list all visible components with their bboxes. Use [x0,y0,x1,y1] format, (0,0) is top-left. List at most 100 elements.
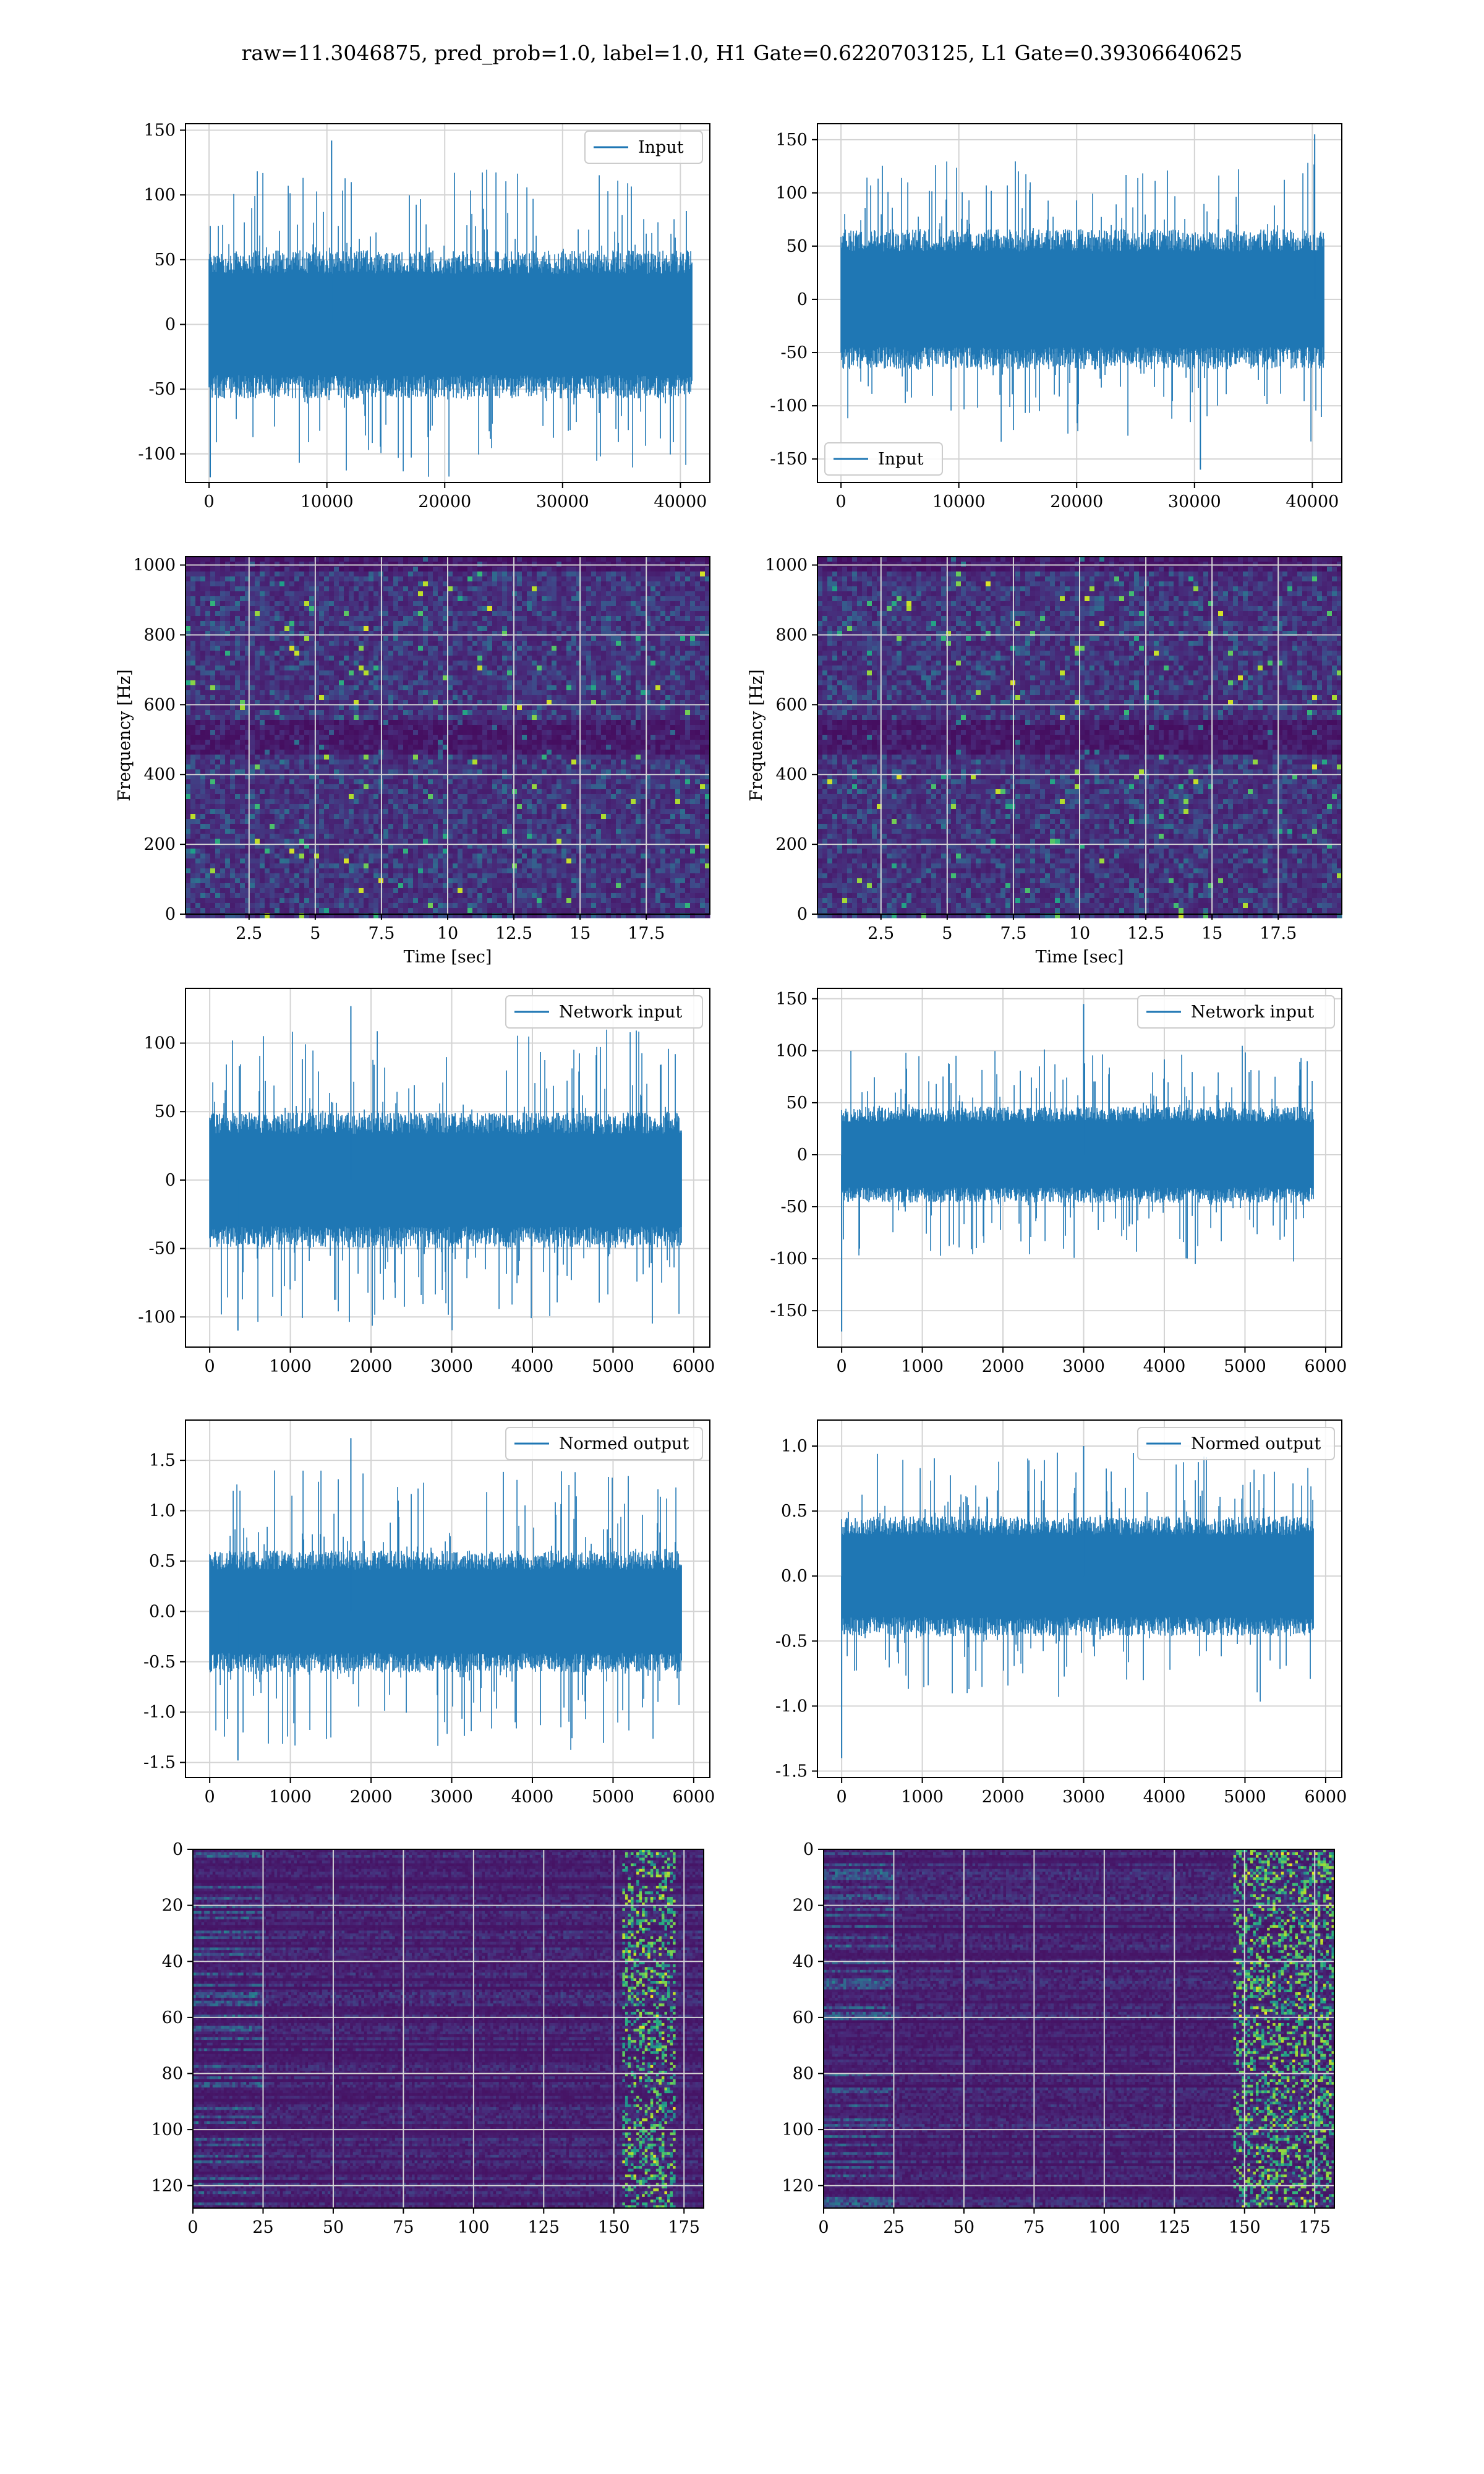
spectrogram-cell [388,621,394,627]
spectrogram-cell [284,646,290,651]
spectrogram-cell [561,591,567,597]
spectrogram-cell [621,670,626,676]
spectrogram-cell [304,680,310,686]
spectrogram-cell [428,591,433,597]
spectrogram-cell [621,646,626,651]
spectrogram-cell [190,567,196,572]
spectrogram-cell [309,621,315,627]
spectrogram-cell [190,591,196,597]
spectrogram-cell [403,680,409,686]
spectrogram-cell [195,611,201,617]
spectrogram-cell [309,675,315,681]
spectrogram-cell [423,571,429,577]
spectrogram-cell [260,670,265,676]
spectrogram-cell [354,651,359,656]
spectrogram-cell [250,576,255,582]
spectrogram-cell [448,670,453,676]
spectrogram-cell [556,626,562,631]
spectrogram-cell [690,586,696,592]
spectrogram-cell [616,557,621,562]
spectrogram-cell [215,611,221,617]
spectrogram-cell [186,611,191,617]
spectrogram-cell [369,626,374,631]
spectrogram-cell [695,557,701,562]
spectrogram-cell [265,680,270,686]
spectrogram-cell [556,651,562,656]
spectrogram-cell [388,557,394,562]
spectrogram-cell [265,656,270,661]
spectrogram-cell [265,651,270,656]
spectrogram-cell [581,571,587,577]
spectrogram-cell [655,626,661,631]
spectrogram-cell [334,646,339,651]
spectrogram-cell [542,601,547,607]
spectrogram-cell [275,651,280,656]
spectrogram-cell [670,606,676,612]
spectrogram-cell [680,606,686,612]
spectrogram-cell [467,557,473,562]
spectrogram-cell [517,621,522,627]
spectrogram-cell [225,626,231,631]
spectrogram-cell [304,562,310,567]
spectrogram-cell [294,626,300,631]
spectrogram-cell [537,621,542,627]
spectrogram-cell [532,601,537,607]
spectrogram-cell [383,571,389,577]
spectrogram-cell [230,611,236,617]
y-tick-label: 50 [155,250,176,270]
spectrogram-cell [438,571,443,577]
spectrogram-cell [680,576,686,582]
spectrogram-cell [195,581,201,587]
spectrogram-cell [690,581,696,587]
spectrogram-cell [448,581,453,587]
spectrogram-cell [586,651,592,656]
spectrogram-cell [655,596,661,602]
spectrogram-cell [448,571,453,577]
spectrogram-cell [304,656,310,661]
spectrogram-cell [354,656,359,661]
spectrogram-cell [477,626,483,631]
spectrogram-cell [532,670,537,676]
spectrogram-cell [690,571,696,577]
y-tick-label: -50 [149,380,176,399]
spectrogram-cell [240,591,245,597]
spectrogram-cell [359,661,364,666]
y-tick-label: 150 [143,121,176,140]
spectrogram-cell [186,562,191,567]
spectrogram-cell [255,616,260,622]
spectrogram-cell [665,571,671,577]
spectrogram-cell [349,616,354,622]
spectrogram-cell [284,661,290,666]
spectrogram-cell [230,581,236,587]
spectrogram-cell [383,670,389,676]
spectrogram-cell [275,576,280,582]
spectrogram-cell [561,651,567,656]
spectrogram-cell [527,616,532,622]
spectrogram-cell [621,557,626,562]
spectrogram-cell [700,646,706,651]
spectrogram-cell [438,670,443,676]
x-tick-label: 0 [836,492,846,511]
spectrogram-cell [453,586,458,592]
spectrogram-cell [655,606,661,612]
spectrogram-cell [210,557,216,562]
spectrogram-cell [467,641,473,646]
spectrogram-cell [487,641,493,646]
spectrogram-cell [502,636,508,641]
spectrogram-cell [547,611,552,617]
spectrogram-cell [289,601,295,607]
spectrogram-cell [556,571,562,577]
spectrogram-cell [215,675,221,681]
spectrogram-cell [398,562,404,567]
spectrogram-cell [240,641,245,646]
spectrogram-cell [556,562,562,567]
spectrogram-cell [349,557,354,562]
spectrogram-cell [260,656,265,661]
spectrogram-cell [467,611,473,617]
spectrogram-cell [670,626,676,631]
spectrogram-cell [695,641,701,646]
spectrogram-cell [304,670,310,676]
spectrogram-cell [458,586,463,592]
spectrogram-cell [631,641,636,646]
spectrogram-cell [502,651,508,656]
